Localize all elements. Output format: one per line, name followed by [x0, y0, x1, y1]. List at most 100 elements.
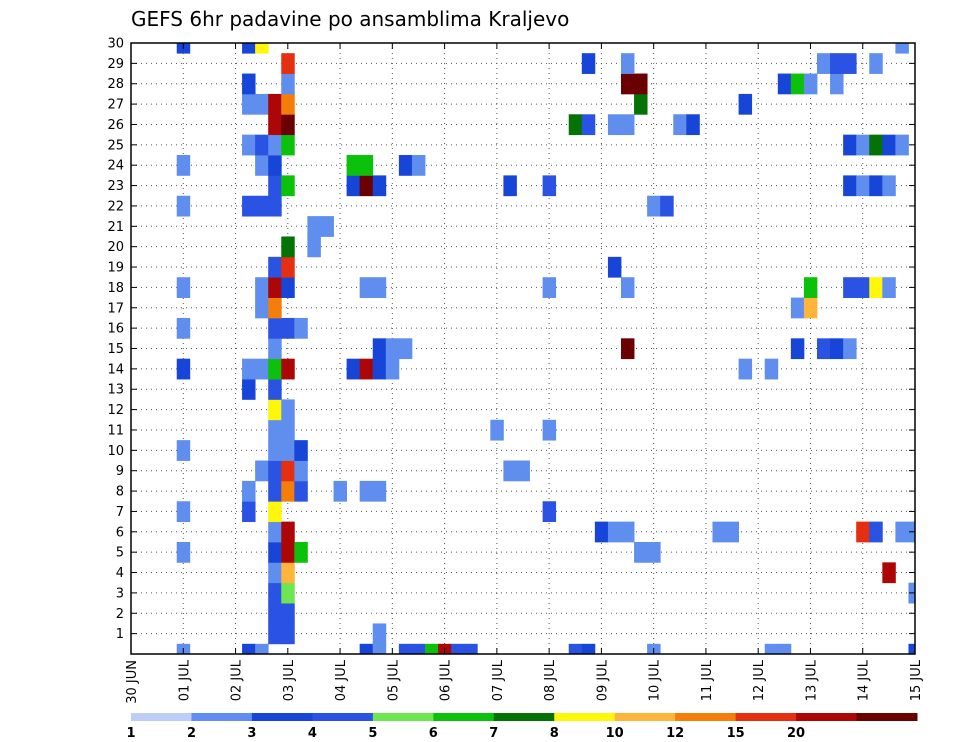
- heatmap-cell: [268, 440, 282, 461]
- heatmap-cell: [268, 623, 282, 645]
- colorbar-label: 6: [429, 726, 438, 741]
- heatmap-cell: [542, 277, 557, 298]
- heatmap-cell: [281, 73, 295, 95]
- y-tick-label: 14: [107, 362, 124, 377]
- colorbar-segment: [856, 713, 918, 721]
- y-tick-label: 22: [107, 199, 124, 214]
- heatmap-cell: [242, 480, 256, 502]
- heatmap-cell: [242, 643, 256, 655]
- heatmap-cell: [281, 114, 295, 136]
- heatmap-cell: [268, 256, 282, 278]
- heatmap-cell: [281, 419, 295, 441]
- heatmap-cell: [621, 114, 635, 136]
- heatmap-cell: [581, 643, 596, 655]
- heatmap-cell: [869, 521, 883, 543]
- heatmap-cell: [294, 480, 308, 502]
- heatmap-cell: [176, 277, 191, 298]
- heatmap-cell: [856, 277, 870, 298]
- heatmap-cell: [294, 440, 308, 461]
- heatmap-cell: [268, 175, 282, 197]
- colorbar-label: 15: [727, 726, 745, 741]
- heatmap-cell: [621, 73, 635, 95]
- heatmap-cell: [268, 134, 282, 156]
- heatmap-cell: [411, 643, 426, 655]
- heatmap-cell: [372, 175, 387, 197]
- heatmap-cell: [255, 195, 269, 217]
- colorbar-segment: [312, 713, 374, 721]
- y-tick-label: 11: [107, 423, 124, 438]
- heatmap-cell: [777, 73, 792, 95]
- heatmap-cell: [176, 155, 191, 176]
- heatmap-cell: [268, 419, 282, 441]
- heatmap-cell: [647, 195, 661, 217]
- x-tick-label: 12 JUL: [752, 659, 767, 701]
- heatmap-cell: [908, 643, 916, 655]
- heatmap-cell: [255, 277, 269, 298]
- heatmap-cell: [255, 93, 269, 115]
- y-tick-label: 2: [116, 607, 124, 622]
- heatmap-cell: [372, 338, 387, 360]
- x-tick-label: 07 JUL: [491, 659, 506, 701]
- colorbar-segment: [796, 713, 858, 721]
- y-tick-label: 26: [107, 118, 124, 133]
- heatmap-cell: [281, 582, 295, 604]
- heatmap-cell: [176, 501, 191, 523]
- colorbar-segment: [372, 713, 434, 721]
- heatmap-cell: [359, 643, 374, 655]
- heatmap-cell: [686, 114, 700, 136]
- heatmap-cell: [738, 358, 753, 380]
- heatmap-cell: [398, 643, 413, 655]
- colorbar-segment: [433, 713, 495, 721]
- heatmap-cell: [843, 175, 857, 197]
- heatmap-cell: [882, 175, 896, 197]
- heatmap-cell: [268, 338, 282, 360]
- heatmap-cell: [607, 114, 622, 136]
- heatmap-cell: [281, 236, 295, 258]
- heatmap-cell: [843, 134, 857, 156]
- heatmap-cells: [176, 43, 916, 655]
- heatmap-cell: [255, 43, 269, 54]
- heatmap-cell: [281, 480, 295, 502]
- heatmap-cell: [634, 73, 648, 95]
- heatmap-cell: [176, 358, 191, 380]
- heatmap-cell: [372, 623, 387, 645]
- x-tick-label: 08 JUL: [543, 659, 558, 701]
- y-tick-label: 13: [107, 383, 124, 398]
- heatmap-cell: [294, 541, 308, 563]
- heatmap-cell: [176, 440, 191, 461]
- heatmap-cell: [281, 175, 295, 197]
- heatmap-cell: [817, 53, 831, 74]
- heatmap-cell: [255, 358, 269, 380]
- colorbar: 1 2 3 4 5 6 7 8 10 12 15 20: [126, 713, 918, 741]
- heatmap-cell: [268, 379, 282, 400]
- heatmap-cell: [307, 236, 321, 258]
- heatmap-cell: [830, 73, 844, 95]
- heatmap-cell: [856, 521, 870, 543]
- heatmap-cell: [294, 460, 308, 482]
- heatmap-cell: [895, 521, 909, 543]
- heatmap-cell: [359, 480, 374, 502]
- heatmap-cell: [869, 175, 883, 197]
- heatmap-cell: [268, 358, 282, 380]
- x-tick-label: 04 JUL: [334, 659, 349, 701]
- heatmap-cell: [242, 134, 256, 156]
- colorbar-label: 3: [247, 726, 256, 741]
- heatmap-cell: [503, 460, 517, 482]
- heatmap-cell: [242, 73, 256, 95]
- heatmap-cell: [882, 277, 896, 298]
- y-tick-label: 17: [107, 301, 124, 316]
- y-tick-label: 18: [107, 281, 124, 296]
- heatmap-cell: [817, 338, 831, 360]
- heatmap-cell: [242, 195, 256, 217]
- heatmap-cell: [281, 358, 295, 380]
- heatmap-cell: [621, 277, 635, 298]
- y-tick-label: 10: [107, 444, 124, 459]
- heatmap-cell: [176, 317, 191, 339]
- heatmap-cell: [764, 643, 779, 655]
- heatmap-cell: [607, 521, 622, 543]
- heatmap-cell: [621, 338, 635, 360]
- colorbar-segment: [614, 713, 676, 721]
- heatmap-cell: [634, 93, 648, 115]
- heatmap-cell: [242, 43, 256, 54]
- heatmap-cell: [255, 155, 269, 176]
